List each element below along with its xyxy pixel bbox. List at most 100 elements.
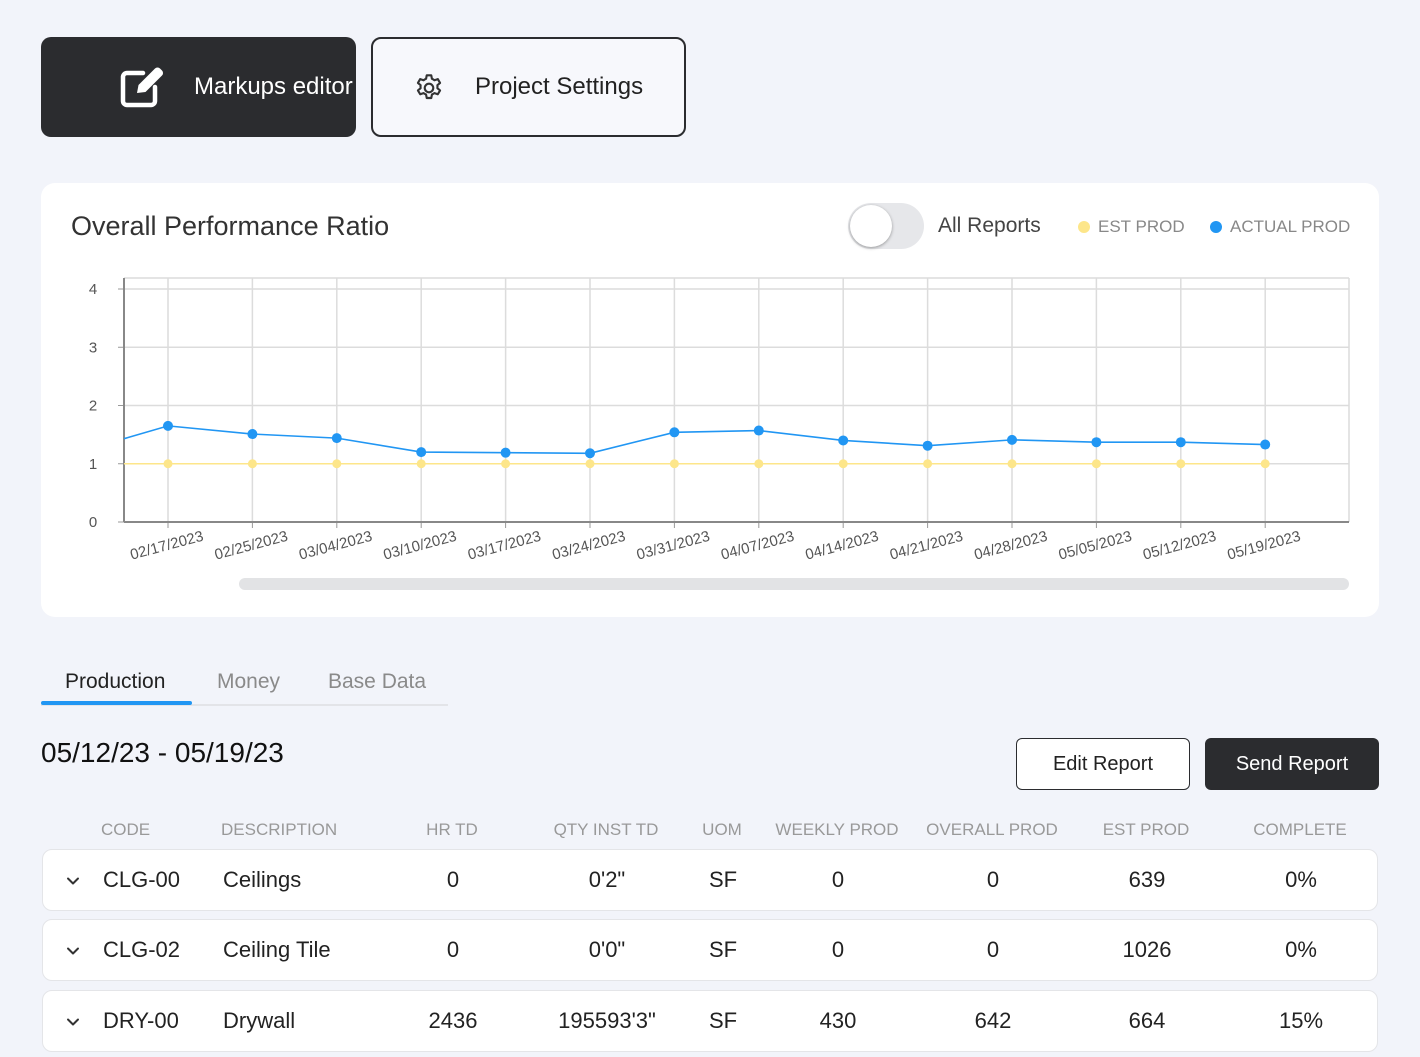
- data-point-actual-prod: [1007, 434, 1017, 445]
- send-report-button[interactable]: Send Report: [1205, 738, 1379, 790]
- data-point-est-prod: [332, 459, 342, 469]
- y-tick-label: 2: [89, 398, 97, 415]
- data-point-est-prod: [1007, 459, 1017, 469]
- report-date-range: 05/12/23 - 05/19/23: [41, 737, 284, 768]
- x-tick-label: 04/28/2023: [972, 528, 1049, 564]
- column-header-overall-prod[interactable]: OVERALL PROD: [926, 820, 1058, 839]
- edit-report-button[interactable]: Edit Report: [1016, 738, 1190, 790]
- data-point-est-prod: [501, 459, 511, 469]
- legend-actual-label: ACTUAL PROD: [1230, 217, 1351, 236]
- data-point-est-prod: [585, 459, 595, 469]
- chevron-down-icon[interactable]: [65, 873, 81, 889]
- cell-qty-inst-td: 0'0": [588, 937, 626, 962]
- cell-complete: 0%: [1285, 867, 1317, 892]
- column-header-weekly-prod[interactable]: WEEKLY PROD: [775, 820, 899, 839]
- markups-editor-label: Markups editor: [194, 73, 353, 100]
- data-point-est-prod: [416, 459, 426, 469]
- all-reports-label: All Reports: [938, 214, 1041, 237]
- cell-weekly-prod: 430: [819, 1008, 857, 1033]
- chevron-down-icon[interactable]: [65, 1014, 81, 1030]
- all-reports-toggle[interactable]: [848, 203, 924, 249]
- project-settings-button[interactable]: Project Settings: [371, 37, 686, 137]
- data-point-est-prod: [163, 459, 173, 469]
- performance-line-chart: 0 1 2 3 4 02/17/2023 02/25/2023 03/04/2023 03/10…: [89, 277, 1350, 564]
- tab-money[interactable]: Money: [217, 670, 281, 693]
- data-point-est-prod: [669, 459, 679, 469]
- chevron-down-icon[interactable]: [65, 943, 81, 959]
- column-header-hr-td[interactable]: HR TD: [426, 820, 478, 839]
- tab-base-data[interactable]: Base Data: [328, 670, 427, 693]
- cell-hr-td: 0: [446, 867, 460, 892]
- cell-weekly-prod: 0: [831, 937, 845, 962]
- data-point-actual-prod: [331, 433, 342, 444]
- legend-actual-prod[interactable]: ACTUAL PROD: [1210, 217, 1350, 237]
- y-tick-label: 3: [89, 339, 97, 356]
- y-tick-label: 4: [89, 281, 97, 298]
- active-tab-indicator: [41, 701, 192, 705]
- markups-editor-button[interactable]: Markups editor: [41, 37, 356, 137]
- data-point-actual-prod: [838, 435, 849, 446]
- legend-actual-dot: [1210, 221, 1222, 233]
- data-point-actual-prod: [669, 427, 680, 438]
- y-tick-label: 0: [89, 514, 97, 531]
- x-tick-label: 03/10/2023: [382, 528, 459, 564]
- legend-est-label: EST PROD: [1098, 217, 1185, 236]
- column-header-uom[interactable]: UOM: [702, 820, 742, 839]
- cell-code: CLG-02: [103, 937, 181, 962]
- cell-uom: SF: [708, 1008, 738, 1033]
- data-point-est-prod: [923, 459, 933, 469]
- data-point-est-prod: [247, 459, 257, 469]
- data-point-actual-prod: [500, 447, 511, 458]
- cell-hr-td: 0: [446, 937, 460, 962]
- cell-code: CLG-00: [103, 867, 181, 892]
- data-point-actual-prod: [585, 448, 595, 459]
- data-point-actual-prod: [163, 420, 173, 431]
- chart-title: Overall Performance Ratio: [71, 211, 390, 241]
- column-header-code[interactable]: CODE: [101, 820, 151, 839]
- column-header-complete[interactable]: COMPLETE: [1253, 820, 1347, 839]
- column-header-est-prod[interactable]: EST PROD: [1102, 820, 1190, 839]
- x-tick-label: 05/05/2023: [1057, 528, 1134, 564]
- report-tabs: Production Money Base Data: [41, 663, 448, 706]
- cell-complete: 0%: [1285, 937, 1317, 962]
- x-tick-label: 04/14/2023: [804, 528, 881, 564]
- legend-est-prod[interactable]: EST PROD: [1078, 217, 1185, 237]
- gear-icon: [416, 74, 442, 100]
- y-tick-label: 1: [89, 456, 97, 473]
- x-tick-label: 03/17/2023: [466, 528, 543, 564]
- data-point-est-prod: [1176, 459, 1186, 469]
- toggle-knob: [850, 205, 892, 247]
- tab-production[interactable]: Production: [65, 670, 166, 693]
- cell-overall-prod: 0: [986, 867, 1000, 892]
- x-tick-label: 03/31/2023: [635, 528, 712, 564]
- cell-code: DRY-00: [103, 1008, 179, 1033]
- table-row[interactable]: DRY-00 Drywall 2436 195593'3" SF 430 642…: [42, 990, 1378, 1052]
- data-point-actual-prod: [247, 429, 258, 440]
- x-tick-label: 02/25/2023: [213, 528, 290, 564]
- data-point-actual-prod: [753, 425, 764, 436]
- table-row[interactable]: CLG-00 Ceilings 0 0'2" SF 0 0 639 0%: [42, 849, 1378, 911]
- x-tick-label: 03/24/2023: [550, 528, 627, 564]
- data-point-actual-prod: [1091, 437, 1102, 448]
- data-point-est-prod: [838, 459, 848, 469]
- cell-qty-inst-td: 195593'3": [558, 1008, 656, 1033]
- column-header-description[interactable]: DESCRIPTION: [221, 820, 338, 839]
- x-tick-label: 05/12/2023: [1141, 528, 1218, 564]
- cell-description: Ceilings: [223, 867, 302, 892]
- x-tick-label: 05/19/2023: [1226, 528, 1303, 564]
- x-tick-label: 04/21/2023: [888, 528, 965, 564]
- cell-est-prod: 639: [1128, 867, 1166, 892]
- cell-uom: SF: [708, 867, 738, 892]
- chart-horizontal-scrollbar[interactable]: [239, 578, 1349, 590]
- cell-hr-td: 2436: [428, 1008, 478, 1033]
- cell-description: Ceiling Tile: [223, 937, 331, 962]
- data-point-est-prod: [1260, 459, 1270, 469]
- table-header: CODE DESCRIPTION HR TD QTY INST TD UOM W…: [41, 820, 1379, 844]
- table-row[interactable]: CLG-02 Ceiling Tile 0 0'0" SF 0 0 1026 0…: [42, 919, 1378, 981]
- column-header-qty-inst-td[interactable]: QTY INST TD: [553, 820, 659, 839]
- performance-chart-card: Overall Performance Ratio All Reports ES…: [41, 183, 1379, 617]
- project-settings-label: Project Settings: [475, 73, 644, 100]
- legend-est-dot: [1078, 221, 1090, 233]
- data-point-actual-prod: [922, 440, 933, 451]
- data-point-actual-prod: [1260, 439, 1271, 450]
